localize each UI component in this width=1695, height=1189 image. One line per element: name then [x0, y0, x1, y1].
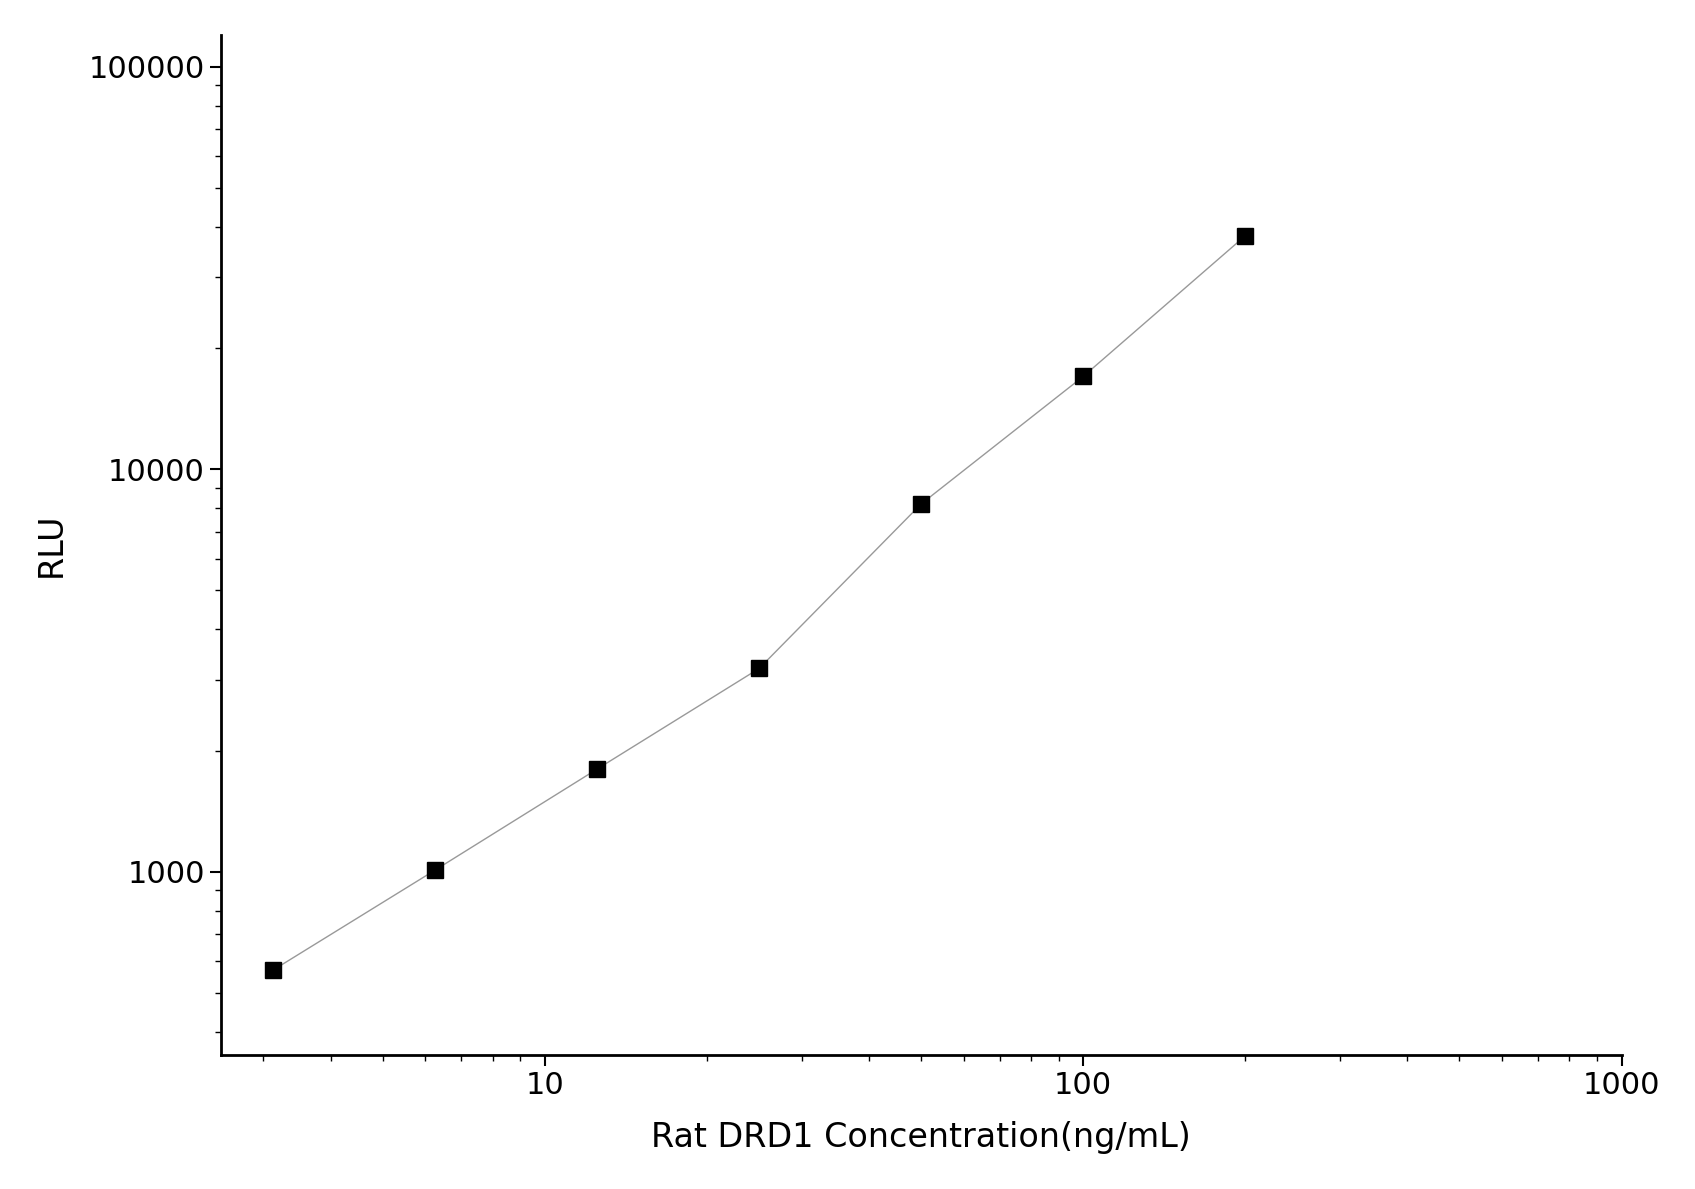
X-axis label: Rat DRD1 Concentration(ng/mL): Rat DRD1 Concentration(ng/mL) [651, 1121, 1192, 1155]
Y-axis label: RLU: RLU [34, 512, 68, 578]
